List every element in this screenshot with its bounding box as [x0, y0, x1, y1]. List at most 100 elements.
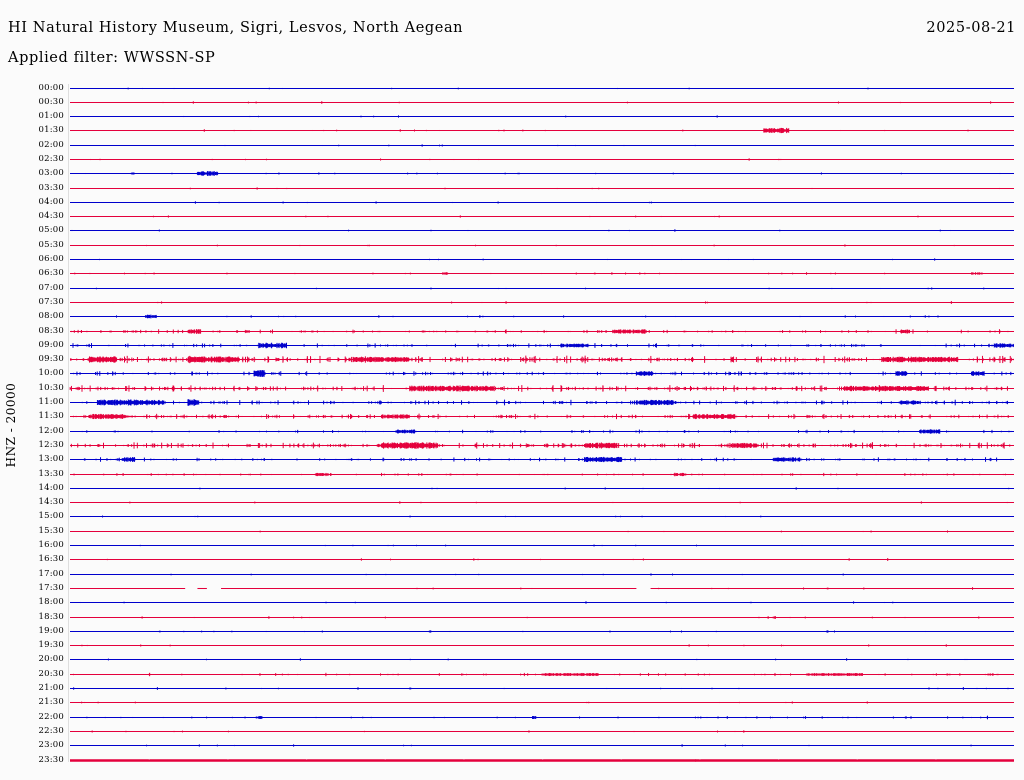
trace-row	[0, 596, 1024, 609]
trace-row	[0, 353, 1024, 366]
time-tick-label: 07:00	[38, 282, 64, 293]
trace-row	[0, 110, 1024, 123]
time-tick-label: 23:00	[38, 740, 64, 751]
time-tick-label: 17:30	[38, 582, 64, 593]
trace-row	[0, 725, 1024, 738]
trace-row	[0, 696, 1024, 709]
trace-row	[0, 739, 1024, 752]
trace-row	[0, 611, 1024, 624]
time-tick-label: 20:00	[38, 654, 64, 665]
time-tick-label: 06:30	[38, 268, 64, 279]
time-tick-label: 11:30	[38, 411, 64, 422]
trace-row	[0, 625, 1024, 638]
time-tick-label: 03:30	[38, 182, 64, 193]
trace-row	[0, 582, 1024, 595]
time-tick-label: 16:00	[38, 540, 64, 551]
time-tick-label: 18:00	[38, 597, 64, 608]
trace-row	[0, 96, 1024, 109]
time-tick-label: 13:30	[38, 468, 64, 479]
page-title: HI Natural History Museum, Sigri, Lesvos…	[8, 20, 464, 36]
time-tick-label: 01:00	[38, 111, 64, 122]
trace-row	[0, 525, 1024, 538]
time-tick-label: 10:30	[38, 382, 64, 393]
trace-row	[0, 224, 1024, 237]
time-tick-label: 21:00	[38, 683, 64, 693]
trace-row	[0, 510, 1024, 523]
time-tick-label: 09:00	[38, 339, 64, 350]
trace-row	[0, 167, 1024, 180]
trace-row	[0, 153, 1024, 166]
trace-row	[0, 239, 1024, 252]
trace-row	[0, 325, 1024, 338]
trace-row	[0, 310, 1024, 323]
trace-row	[0, 711, 1024, 724]
trace-row	[0, 639, 1024, 652]
trace-canvas	[0, 78, 1024, 778]
time-tick-label: 14:30	[38, 497, 64, 508]
trace-row	[0, 410, 1024, 423]
trace-row	[0, 568, 1024, 581]
time-tick-label: 15:00	[38, 511, 64, 522]
time-tick-label: 14:00	[38, 482, 64, 493]
trace-row	[0, 425, 1024, 438]
axis-spine	[68, 84, 69, 762]
time-tick-label: 02:00	[38, 139, 64, 150]
trace-row	[0, 754, 1024, 767]
time-tick-label: 17:00	[38, 568, 64, 579]
time-tick-label: 05:30	[38, 239, 64, 250]
trace-row	[0, 382, 1024, 395]
time-tick-label: 05:00	[38, 225, 64, 236]
time-tick-label: 00:00	[38, 82, 64, 93]
time-tick-label: 10:00	[38, 368, 64, 379]
trace-row	[0, 253, 1024, 266]
trace-row	[0, 668, 1024, 681]
trace-row	[0, 496, 1024, 509]
trace-row	[0, 453, 1024, 466]
time-tick-label: 20:30	[38, 668, 64, 679]
trace-row	[0, 124, 1024, 137]
time-tick-label: 01:30	[38, 125, 64, 136]
time-tick-label: 03:00	[38, 168, 64, 179]
time-tick-label: 08:30	[38, 325, 64, 336]
time-tick-label: 12:30	[38, 439, 64, 450]
trace-row	[0, 468, 1024, 481]
trace-row	[0, 682, 1024, 695]
time-tick-label: 21:30	[38, 697, 64, 708]
trace-row	[0, 210, 1024, 223]
time-tick-label: 11:00	[38, 397, 64, 408]
time-tick-label: 07:30	[38, 296, 64, 307]
time-tick-label: 04:00	[38, 196, 64, 207]
trace-row	[0, 139, 1024, 152]
trace-row	[0, 282, 1024, 295]
time-tick-label: 16:30	[38, 554, 64, 565]
trace-row	[0, 182, 1024, 195]
trace-row	[0, 339, 1024, 352]
trace-row	[0, 439, 1024, 452]
applied-filter-label: Applied filter: WWSSN-SP	[8, 50, 216, 66]
trace-row	[0, 482, 1024, 495]
time-tick-label: 15:30	[38, 525, 64, 536]
time-tick-label: 19:00	[38, 625, 64, 636]
time-tick-label: 22:30	[38, 725, 64, 736]
trace-row	[0, 539, 1024, 552]
time-tick-label: 04:30	[38, 211, 64, 222]
time-tick-label: 22:00	[38, 711, 64, 722]
trace-row	[0, 267, 1024, 280]
time-tick-label: 18:30	[38, 611, 64, 622]
trace-row	[0, 396, 1024, 409]
time-tick-label: 09:30	[38, 354, 64, 365]
helicorder-plot: 00:00 00:30 01:00 01:30 02:00 02:30 03:00 03:30…	[0, 78, 1024, 778]
trace-row	[0, 367, 1024, 380]
time-tick-label: 06:00	[38, 254, 64, 265]
trace-row	[0, 296, 1024, 309]
time-tick-label: 02:30	[38, 153, 64, 164]
trace-row	[0, 653, 1024, 666]
time-tick-label: 19:30	[38, 640, 64, 651]
time-tick-label: 13:00	[38, 454, 64, 465]
trace-row	[0, 553, 1024, 566]
trace-row	[0, 196, 1024, 209]
time-tick-label: 00:30	[38, 96, 64, 107]
record-date: 2025-08-21	[926, 20, 1016, 36]
trace-row	[0, 82, 1024, 95]
